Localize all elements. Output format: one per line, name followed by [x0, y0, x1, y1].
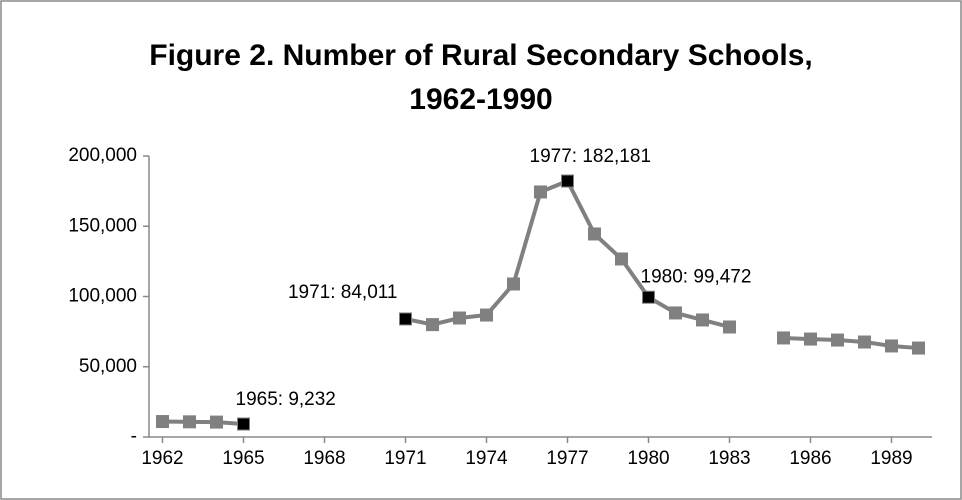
x-tick-label: 1983	[708, 448, 750, 469]
marker	[885, 339, 898, 353]
marker	[615, 252, 628, 266]
x-tick-label: 1989	[870, 448, 912, 469]
marker	[696, 313, 709, 327]
x-tick-label: 1971	[384, 448, 426, 469]
marker	[210, 415, 223, 429]
x-tick-label: 1980	[627, 448, 669, 469]
data-label: 1977: 182,181	[530, 146, 652, 167]
x-tick-label: 1968	[303, 448, 345, 469]
marker	[156, 415, 169, 429]
y-tick-label: 50,000	[79, 356, 137, 377]
y-tick-label: 100,000	[68, 286, 137, 307]
marker	[804, 332, 817, 346]
chart-title: 1962-1990	[409, 83, 552, 116]
marker	[399, 312, 412, 326]
marker	[480, 308, 493, 322]
y-tick-label: 150,000	[68, 215, 137, 236]
marker	[831, 333, 844, 347]
marker	[723, 320, 736, 334]
x-tick-label: 1965	[222, 448, 264, 469]
marker	[534, 185, 547, 199]
y-tick-label: 200,000	[68, 145, 137, 166]
marker	[777, 331, 790, 345]
marker	[507, 277, 520, 291]
marker	[642, 290, 655, 304]
data-label: 1971: 84,011	[288, 282, 398, 303]
chart-title: Figure 2. Number of Rural Secondary Scho…	[149, 39, 812, 72]
marker	[858, 335, 871, 349]
x-tick-label: 1974	[465, 448, 508, 469]
data-label: 1980: 99,472	[641, 266, 752, 287]
x-tick-label: 1977	[546, 448, 588, 469]
data-label: 1965: 9,232	[236, 389, 336, 410]
marker	[426, 318, 439, 332]
y-tick-label: -	[131, 426, 137, 447]
x-tick-label: 1986	[789, 448, 831, 469]
line	[162, 419, 244, 427]
marker	[669, 306, 682, 320]
x-tick-label: 1962	[141, 448, 183, 469]
marker	[453, 311, 466, 325]
marker	[183, 415, 196, 429]
marker	[588, 227, 601, 241]
marker	[561, 174, 574, 188]
marker	[912, 341, 925, 355]
marker	[237, 417, 250, 431]
